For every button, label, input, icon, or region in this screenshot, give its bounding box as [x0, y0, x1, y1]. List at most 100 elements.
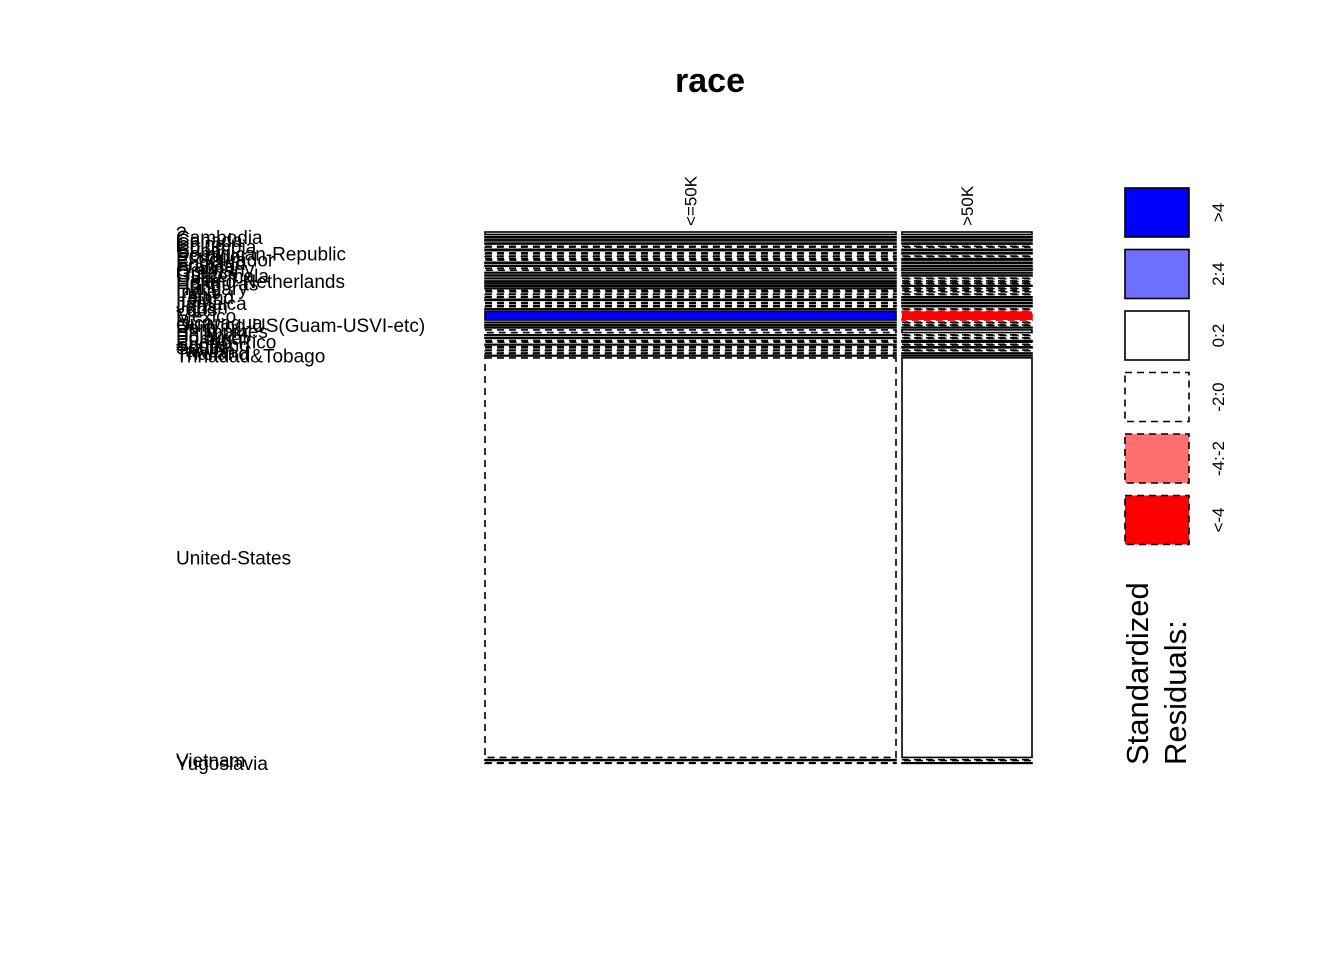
row-label: Vietnam — [176, 751, 245, 772]
mosaic-tile — [901, 354, 1033, 357]
row-label: England — [176, 254, 246, 275]
mosaic-tile — [484, 271, 897, 274]
row-label: United-States — [176, 549, 291, 570]
legend-swatch — [1124, 494, 1190, 546]
row-label: Trinadad&Tobago — [176, 347, 325, 368]
row-label: Holand-Netherlands — [176, 272, 345, 293]
legend-label: 0:2 — [1209, 324, 1228, 348]
mosaic-tile — [484, 280, 897, 283]
mosaic-tile — [484, 277, 897, 280]
row-label: South — [176, 338, 226, 359]
mosaic-tile — [901, 357, 1033, 759]
row-label: Ireland — [176, 288, 234, 309]
row-label: Taiwan — [176, 341, 235, 362]
row-label: Hungary — [176, 279, 248, 300]
mosaic-tile — [484, 274, 897, 277]
row-label: Ecuador — [176, 247, 247, 268]
mosaic-tile — [484, 354, 897, 357]
row-label: Honduras — [176, 274, 258, 295]
mosaic-tile — [484, 257, 897, 261]
mosaic-tile — [484, 336, 897, 340]
mosaic-tile — [484, 238, 897, 242]
row-label: Laos — [176, 300, 217, 321]
legend-label: >4 — [1209, 203, 1228, 222]
legend-swatch — [1124, 248, 1190, 300]
legend-label: -2:0 — [1209, 382, 1228, 411]
mosaic-tile — [484, 264, 897, 268]
mosaic-tile — [484, 343, 897, 346]
row-label: Nicaragua — [176, 313, 263, 334]
mosaic-tile — [901, 231, 1033, 236]
mosaic-tile — [901, 761, 1033, 765]
row-label: Iran — [176, 285, 209, 306]
legend-title: Standardized — [1120, 582, 1155, 765]
mosaic-tile — [901, 336, 1033, 340]
mosaic-tile — [484, 267, 897, 271]
mosaic-tile — [484, 287, 897, 290]
row-label: China — [176, 235, 226, 256]
mosaic-tile — [484, 252, 897, 255]
mosaic-tile — [484, 298, 897, 302]
row-label: Poland — [176, 326, 235, 347]
mosaic-tile — [484, 242, 897, 245]
mosaic-tile — [484, 326, 897, 329]
mosaic-tile — [901, 287, 1033, 290]
mosaic-tile — [901, 308, 1033, 311]
mosaic-tile — [901, 238, 1033, 242]
mosaic-tile — [484, 308, 897, 311]
mosaic-tile — [484, 289, 897, 293]
mosaic-tile — [484, 305, 897, 308]
row-label: Guatemala — [176, 266, 269, 287]
legend-swatch — [1124, 187, 1190, 238]
mosaic-tile — [901, 245, 1033, 248]
mosaic-tile — [901, 284, 1033, 287]
mosaic-tile — [484, 349, 897, 352]
mosaic-tile — [484, 282, 897, 285]
row-label: El-Salvador — [176, 250, 275, 271]
mosaic-tile — [901, 271, 1033, 274]
mosaic-tile — [901, 257, 1033, 261]
row-label: Philippines — [176, 322, 268, 343]
row-label: Greece — [176, 264, 238, 285]
mosaic-tile — [901, 274, 1033, 277]
row-label: Germany — [176, 260, 255, 281]
mosaic-tile — [484, 301, 897, 305]
column-label: >50K — [958, 185, 977, 226]
row-label: ? — [176, 224, 187, 245]
mosaic-tile — [901, 758, 1033, 762]
mosaic-tile — [901, 295, 1033, 299]
row-label: Haiti — [176, 269, 214, 290]
mosaic-tile — [901, 280, 1033, 283]
mosaic-tile — [901, 321, 1033, 324]
legend-swatch — [1124, 433, 1190, 484]
mosaic-tile — [901, 255, 1033, 258]
row-label: Jamaica — [176, 294, 247, 315]
mosaic-tile — [901, 298, 1033, 302]
mosaic-tile — [484, 248, 897, 252]
mosaic-tile — [484, 357, 897, 759]
mosaic-tile — [484, 761, 897, 765]
mosaic-tile — [901, 305, 1033, 308]
row-label: Canada — [176, 231, 243, 252]
mosaic-tile — [484, 295, 897, 299]
mosaic-tile — [484, 293, 897, 296]
mosaic-tile — [901, 345, 1033, 349]
mosaic-tile — [901, 324, 1033, 327]
mosaic-tile — [484, 345, 897, 349]
mosaic-tile — [901, 264, 1033, 268]
mosaic-tile — [901, 248, 1033, 252]
legend-swatch — [1124, 371, 1190, 423]
row-label: Columbia — [176, 238, 257, 259]
mosaic-tile — [484, 235, 897, 239]
mosaic-tile — [484, 339, 897, 343]
mosaic-tile — [901, 310, 1033, 321]
mosaic-tile — [484, 261, 897, 265]
mosaic-tile — [901, 349, 1033, 352]
chart-title: race — [675, 62, 745, 100]
legend-label: -4:-2 — [1209, 441, 1228, 476]
mosaic-tile — [901, 242, 1033, 245]
mosaic-tile — [901, 277, 1033, 280]
mosaic-tile — [901, 289, 1033, 293]
mosaic-tile — [901, 352, 1033, 355]
row-labels: ?CambodiaCanadaChinaColumbiaCubaDominica… — [176, 224, 425, 775]
